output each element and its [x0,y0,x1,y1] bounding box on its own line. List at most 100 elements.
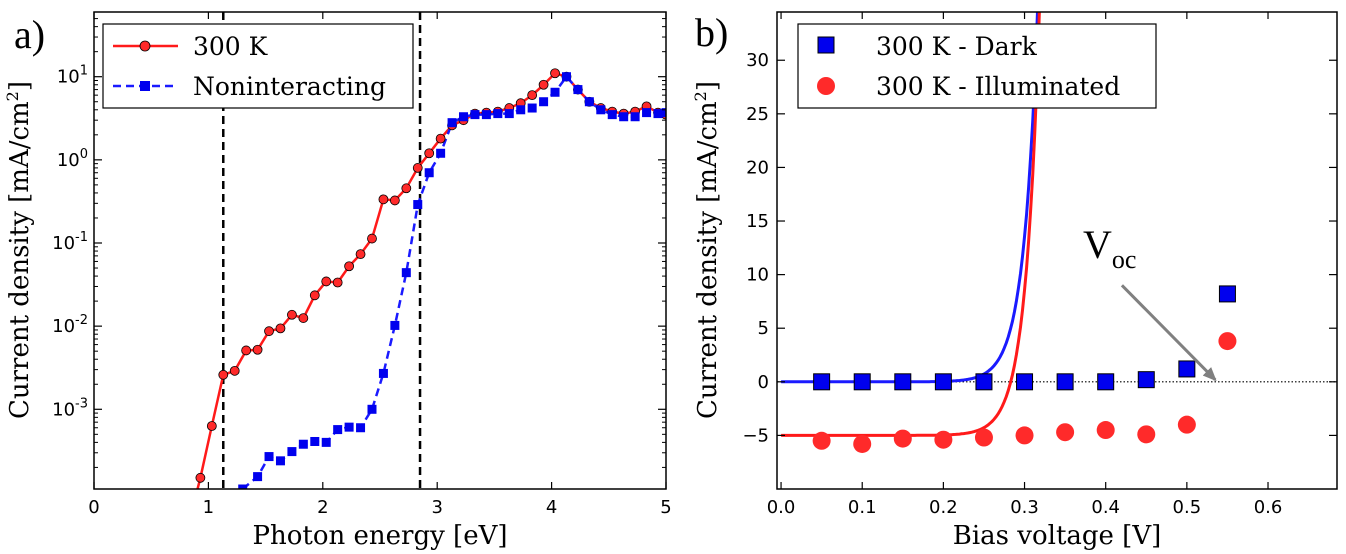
data-point-dark [1178,360,1196,378]
panel-b-series-markers [812,285,1237,453]
data-point-illuminated [893,429,912,448]
y-tick-label: 20 [746,157,769,178]
data-point-dark [1218,285,1236,303]
panel-a-frame [93,11,667,490]
data-point [493,109,503,119]
data-point [367,233,377,244]
data-point [309,290,320,301]
x-tick-label: 0.4 [1091,497,1120,518]
x-tick-label: 0 [88,497,99,518]
data-point [298,439,308,449]
data-point [344,422,354,432]
data-point [321,437,331,447]
data-point [378,368,388,378]
y-tick-label: −5 [742,425,769,446]
data-point [355,249,366,260]
data-point [344,261,355,272]
data-point [367,404,377,414]
data-point [238,484,248,489]
data-point-illuminated [853,434,872,453]
y-tick-label: 10-3 [52,396,88,420]
panel-a-series-lines [196,71,666,489]
data-point [356,423,366,433]
data-point-dark [853,373,871,391]
data-point [424,168,434,178]
data-point-dark [934,373,952,391]
data-point [321,276,332,287]
x-tick-label: 3 [431,497,442,518]
data-point [310,436,320,446]
panel-a-series-markers [195,68,666,489]
panel-a-label: a) [14,12,45,57]
data-point-dark [975,373,993,391]
data-point-dark [1056,373,1074,391]
data-point [435,133,446,144]
legend-marker-illuminated [817,77,835,95]
data-point [619,112,629,122]
data-point-illuminated [1015,426,1034,445]
panel-a: a) 0 1 2 3 4 5 10-3 10-2 10-1 100 101 Photon ener… [3,11,672,551]
data-point [275,323,286,334]
x-tick-label: 0.2 [929,497,958,518]
data-point [264,452,274,462]
data-point [378,194,389,205]
panel-a-y-ticks: 10-3 10-2 10-1 100 101 [52,11,666,468]
data-point [561,72,571,82]
x-tick-label: 0.5 [1173,497,1202,518]
data-point [413,200,423,210]
voc-annotation: Voc [1083,222,1217,382]
y-tick-label: 25 [746,104,769,125]
data-point [275,456,285,466]
voc-arrow [1120,284,1217,382]
legend-frame [102,23,414,109]
data-point-illuminated [1177,415,1196,434]
data-point [527,103,537,113]
panel-a-plot [195,12,666,489]
data-point-illuminated [934,430,953,449]
panel-b-plot [777,12,1337,453]
data-point [539,97,549,107]
legend-label-dark: 300 K - Dark [876,32,1038,61]
series-line-noninteracting [241,74,666,489]
y-tick-label: 100 [57,147,88,171]
y-tick-label: 10-2 [52,313,88,337]
panel-a-legend: 300 K Noninteracting [102,23,414,109]
panel-a-x-axis-label: Photon energy [eV] [253,521,508,551]
data-point [298,313,309,323]
data-point [459,112,469,122]
y-tick-label: 30 [746,50,769,71]
data-point-dark [1016,373,1034,391]
legend-marker-dark [817,36,835,54]
legend-frame [797,23,1157,109]
panel-b-frame [776,11,1338,490]
x-tick-label: 0.1 [848,497,877,518]
y-tick-label: 101 [57,64,88,88]
data-point [253,472,263,482]
data-point [607,110,617,120]
data-point-illuminated [812,431,831,450]
data-point [550,87,560,97]
y-tick-label: 5 [758,318,769,339]
data-point [470,110,480,120]
legend-marker-300k [139,40,151,52]
data-point [596,105,606,115]
data-point [206,421,217,431]
x-tick-label: 4 [546,497,557,518]
x-tick-label: 0.6 [1254,497,1283,518]
panel-a-y-axis-label: Current density [mA/cm2] [3,81,35,419]
data-point [516,105,526,115]
y-tick-label: 10 [746,265,769,286]
data-point [661,108,666,118]
data-point-illuminated [1137,425,1156,444]
data-point [573,85,583,95]
data-point-dark [894,373,912,391]
panel-a-x-ticks: 0 1 2 3 4 5 [88,12,672,518]
x-tick-label: 0.3 [1010,497,1039,518]
panel-b-legend: 300 K - Dark 300 K - Illuminated [797,23,1157,109]
panel-b-y-ticks: −5 0 5 10 15 20 25 30 [742,50,1337,446]
series-line-300k [196,71,666,489]
data-point-dark [813,373,831,391]
data-point-illuminated [974,428,993,447]
legend-marker-noninteracting [140,81,150,91]
data-point [401,183,412,194]
